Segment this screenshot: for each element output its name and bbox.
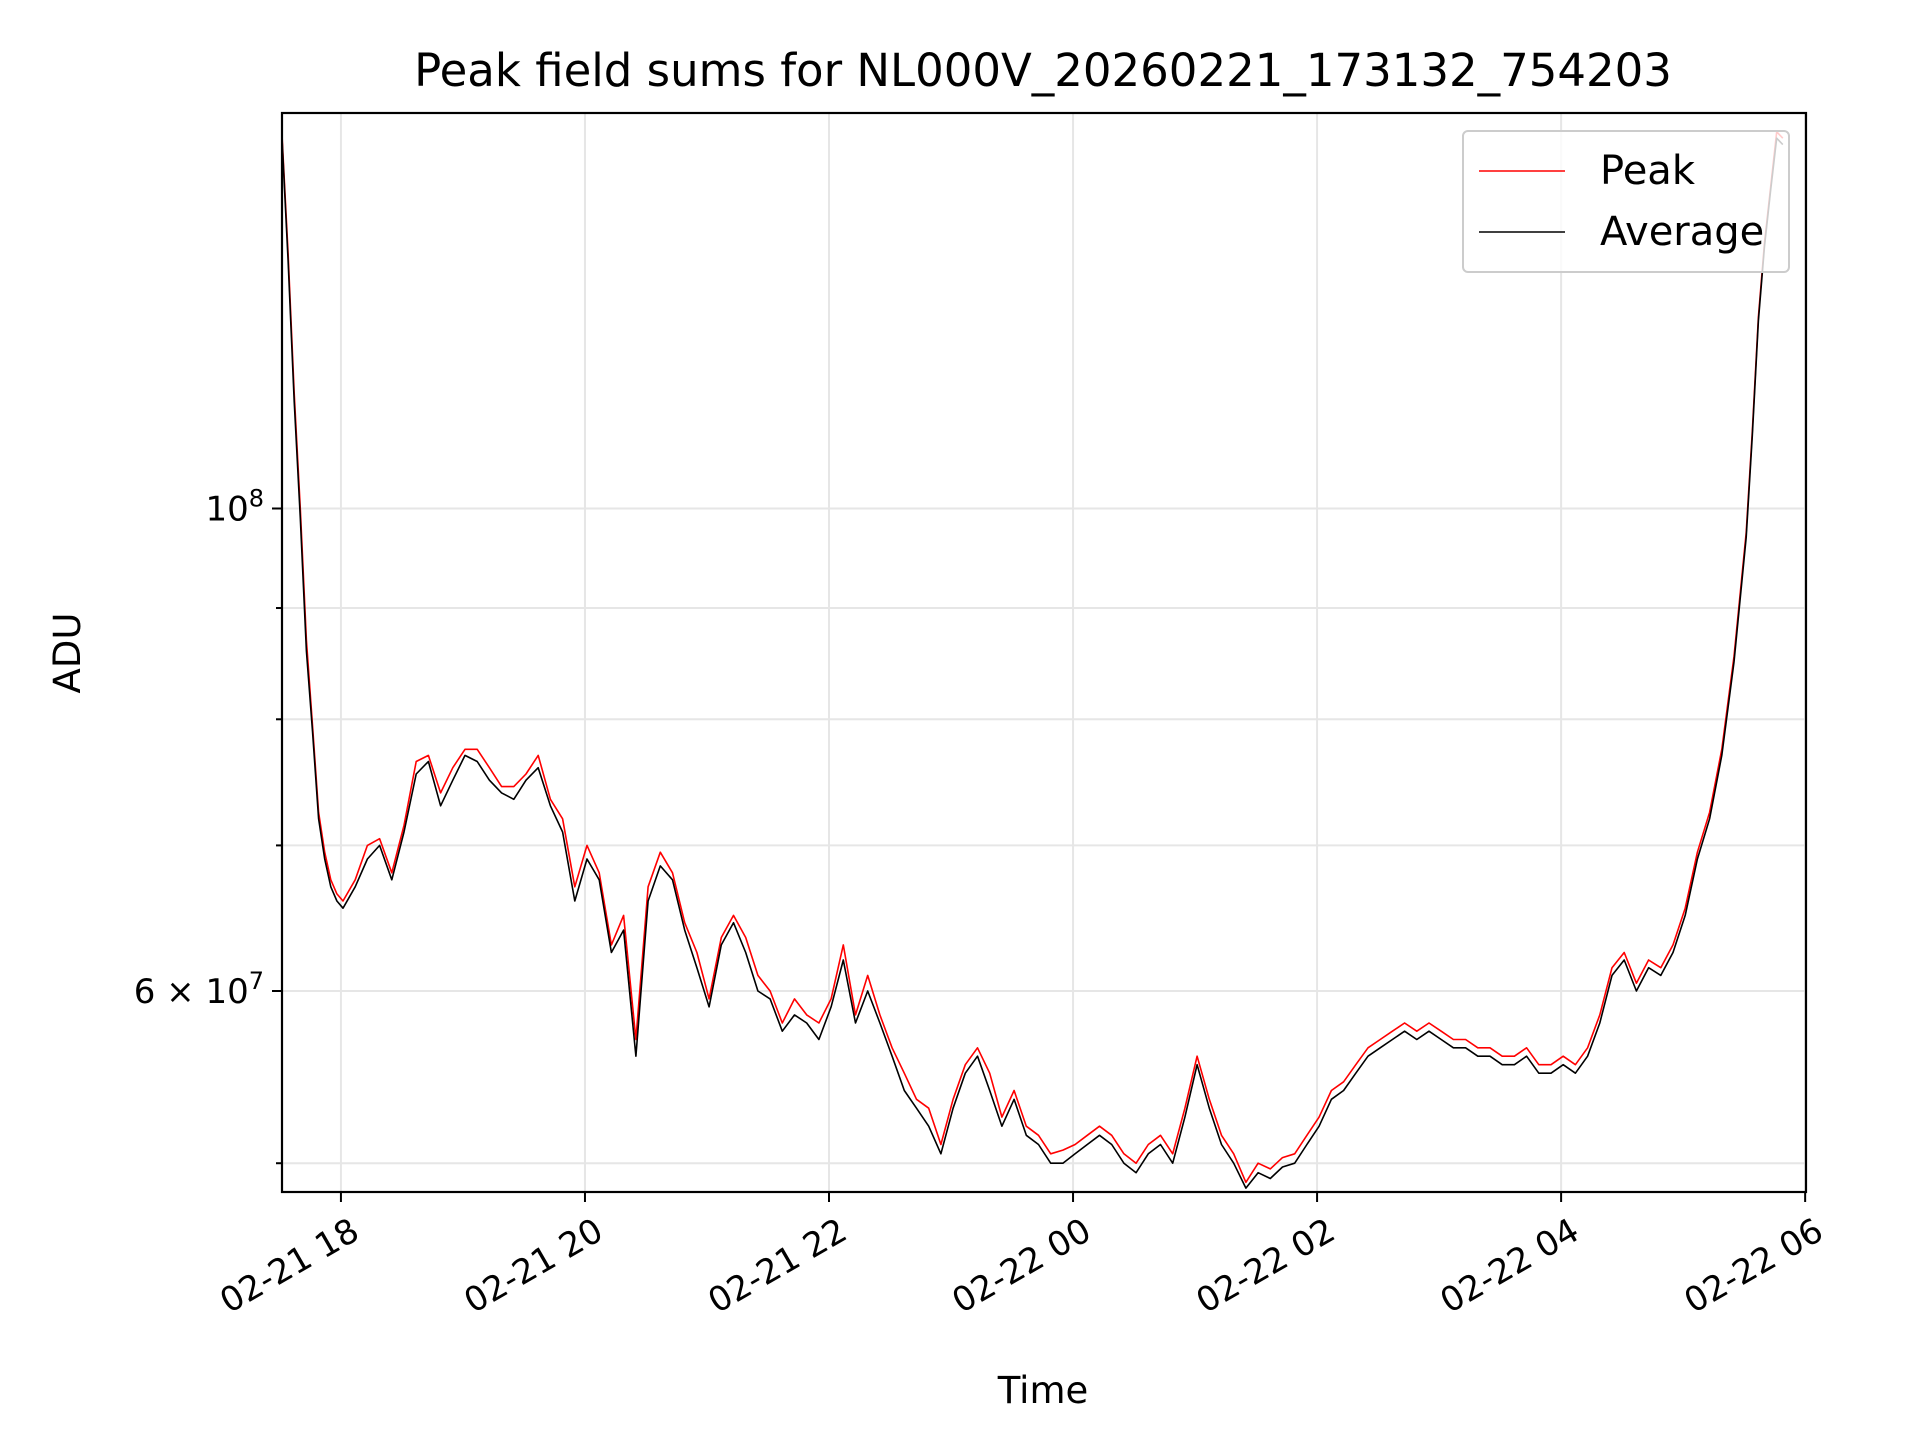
series-line-average bbox=[282, 137, 1784, 1189]
grid bbox=[282, 113, 1807, 1192]
legend-label-peak: Peak bbox=[1600, 148, 1696, 194]
y-axis-ticks: 108 6 × 107 bbox=[134, 485, 282, 1165]
chart-title: Peak field sums for NL000V_20260221_1731… bbox=[414, 44, 1672, 97]
x-tick-label: 02-21 18 bbox=[213, 1211, 365, 1322]
x-tick-label: 02-22 02 bbox=[1190, 1211, 1342, 1322]
x-tick-label: 02-22 04 bbox=[1434, 1211, 1586, 1322]
series-lines bbox=[282, 131, 1784, 1189]
x-axis-ticks: 02-21 18 02-21 20 02-21 22 02-22 00 02-22 02… bbox=[213, 1192, 1830, 1322]
x-tick-label: 02-22 06 bbox=[1678, 1211, 1830, 1322]
x-tick-label: 02-21 22 bbox=[702, 1211, 854, 1322]
legend: Peak Average bbox=[1462, 130, 1790, 273]
x-tick-label: 02-21 20 bbox=[457, 1211, 609, 1322]
y-tick-label: 6 × 107 bbox=[134, 967, 264, 1012]
legend-label-average: Average bbox=[1600, 209, 1764, 255]
x-tick-label: 02-22 00 bbox=[946, 1211, 1098, 1322]
y-tick-label: 108 bbox=[205, 485, 264, 530]
legend-frame bbox=[1462, 130, 1790, 273]
y-axis-label: ADU bbox=[46, 613, 89, 694]
x-axis-label: Time bbox=[997, 1369, 1089, 1412]
series-line-peak bbox=[282, 131, 1784, 1184]
plot-area-frame bbox=[280, 111, 1808, 1194]
